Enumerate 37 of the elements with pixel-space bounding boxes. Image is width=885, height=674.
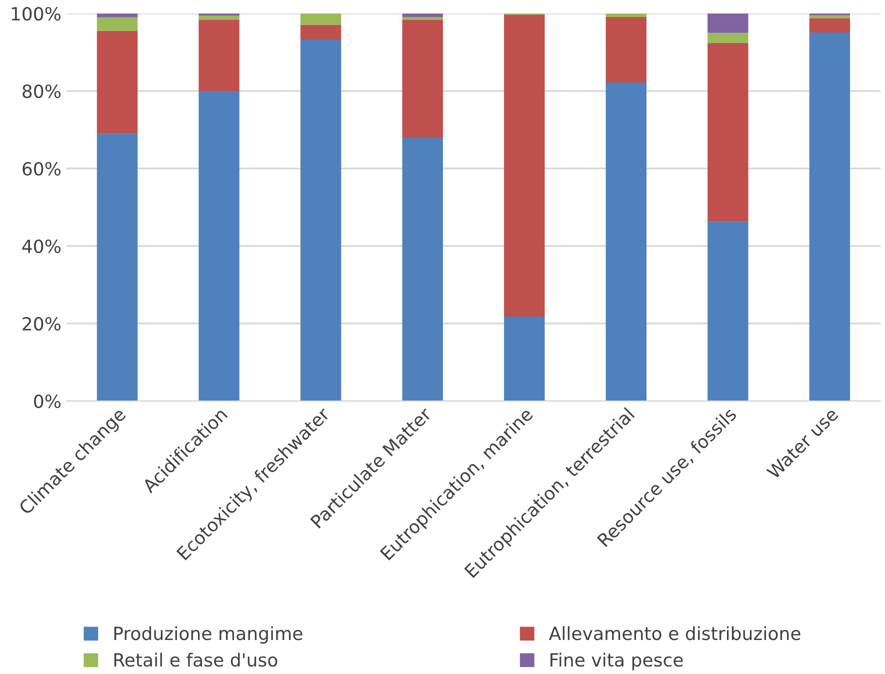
bar xyxy=(96,30,138,134)
legend-label: Fine vita pesce xyxy=(550,652,683,670)
bar xyxy=(198,20,240,91)
bar xyxy=(300,39,342,402)
bar xyxy=(402,20,443,138)
bar xyxy=(402,137,443,402)
bar xyxy=(96,134,138,402)
bar xyxy=(198,16,240,20)
bar xyxy=(96,17,138,31)
bar xyxy=(300,13,342,25)
bar xyxy=(606,16,646,82)
y-tick-label: 20% xyxy=(22,316,61,331)
bar xyxy=(96,13,138,18)
bar xyxy=(504,316,545,402)
bar xyxy=(708,32,748,43)
bar xyxy=(809,32,850,402)
bar xyxy=(708,42,748,222)
bar xyxy=(708,13,748,33)
legend-label: Allevamento e distribuzione xyxy=(548,626,800,640)
y-tick-label: 80% xyxy=(22,84,61,98)
bar xyxy=(402,13,443,17)
bar xyxy=(198,13,240,16)
bar xyxy=(809,15,850,18)
bar xyxy=(402,16,443,20)
y-tick-label: 40% xyxy=(22,239,61,254)
legend-label: Produzione mangime xyxy=(114,626,302,644)
bar xyxy=(708,222,748,402)
bar xyxy=(606,13,646,17)
bar xyxy=(809,18,850,32)
bar xyxy=(300,24,342,40)
legend-label: Retail e fase d'uso xyxy=(114,652,278,667)
bar xyxy=(606,82,646,402)
bar xyxy=(198,90,240,402)
y-tick-label: 60% xyxy=(22,162,61,176)
bar xyxy=(504,14,545,317)
y-tick-label: 100% xyxy=(12,6,61,21)
y-tick-label: 0% xyxy=(34,394,61,408)
